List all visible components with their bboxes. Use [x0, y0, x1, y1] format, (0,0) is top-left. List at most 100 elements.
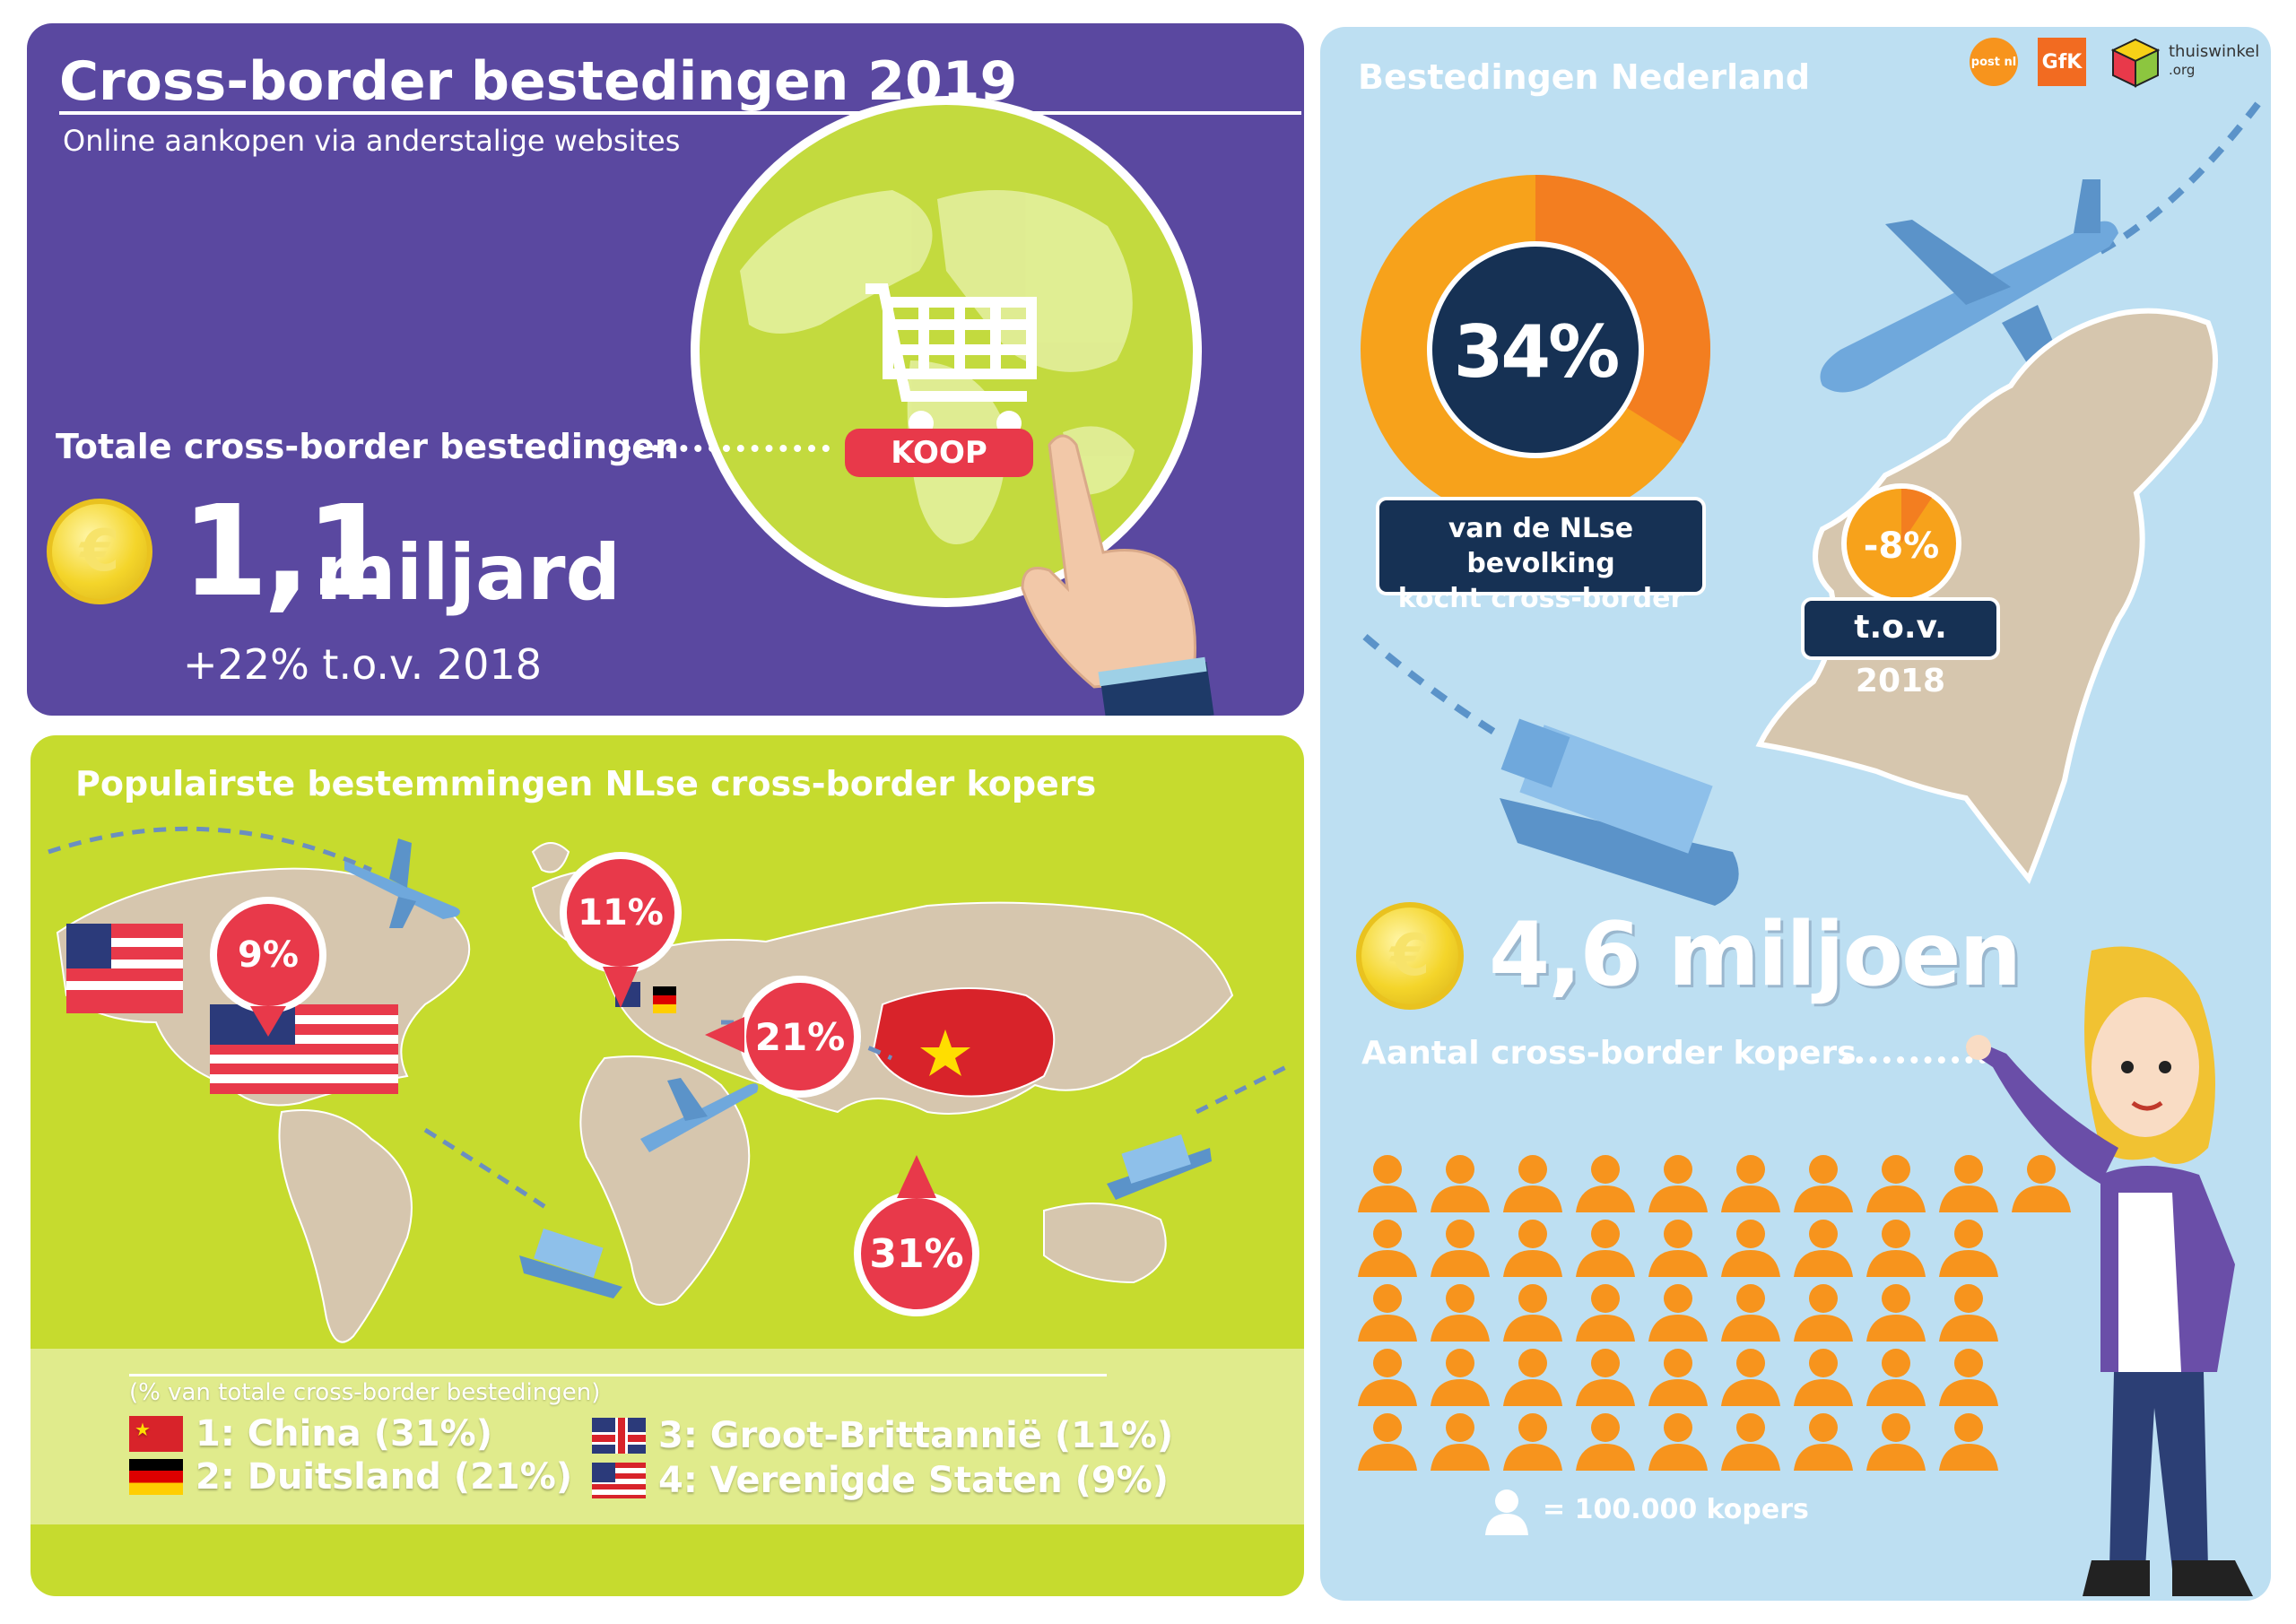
person-icon [1866, 1155, 1926, 1212]
person-icon [1721, 1284, 1780, 1342]
person-icon [1794, 1284, 1853, 1342]
person-icon [1648, 1349, 1708, 1406]
person-icon [1358, 1155, 1417, 1212]
koop-button[interactable]: KOOP [845, 429, 1033, 477]
panel-popular-destinations: Populairste bestemmingen NLse cross-bord… [30, 735, 1304, 1596]
usa-flag-icon [592, 1463, 646, 1498]
population-donut-chart [1361, 175, 1710, 525]
legend-item-label: 2: Duitsland (21%) [196, 1456, 573, 1498]
person-icon [1576, 1155, 1635, 1212]
person-icon [1431, 1220, 1490, 1277]
person-icon [1648, 1155, 1708, 1212]
person-icon [1939, 1284, 1998, 1342]
woman-pointing-illustration [1966, 946, 2253, 1596]
destinations-title: Populairste bestemmingen NLse cross-bord… [75, 764, 1097, 803]
panel-netherlands: Bestedingen Nederland post nl GfK thuisw… [1320, 27, 2271, 1601]
change-badge-circle [1841, 483, 1961, 604]
uk-flag-icon [592, 1418, 646, 1454]
change-value: -8% [1863, 525, 1940, 567]
person-icon [1576, 1349, 1635, 1406]
person-icon [1721, 1349, 1780, 1406]
legend-item-uk: 3: Groot-Brittannië (11%) [592, 1415, 1173, 1456]
euro-coin-icon: € [1356, 902, 1464, 1010]
legend-item-label: 3: Groot-Brittannië (11%) [658, 1415, 1174, 1456]
germany-map [653, 1004, 676, 1013]
total-spending-label: Totale cross-border bestedingen [56, 427, 680, 466]
person-icon [1431, 1155, 1490, 1212]
person-icon [1576, 1220, 1635, 1277]
person-icon [1503, 1284, 1562, 1342]
postnl-logo: post nl [1970, 38, 2018, 86]
legend-item-germany: 2: Duitsland (21%) [129, 1456, 572, 1498]
legend-divider [129, 1374, 1107, 1376]
person-icon [1358, 1284, 1417, 1342]
airplane-icon [640, 1078, 759, 1152]
person-icon [1721, 1155, 1780, 1212]
person-icon [2012, 1155, 2071, 1212]
icon-legend-text: = 100.000 kopers [1543, 1494, 1809, 1525]
person-icon [1794, 1155, 1853, 1212]
person-icon [1794, 1220, 1853, 1277]
person-icon [1648, 1220, 1708, 1277]
buyers-label: Aantal cross-border kopers [1361, 1035, 1857, 1072]
buyers-value: 4,6 miljoen [1489, 904, 2022, 1006]
person-icon [1794, 1349, 1853, 1406]
panel-cross-border-spending: Cross-border bestedingen 2019 Online aan… [27, 23, 1304, 716]
person-icon [1794, 1413, 1853, 1471]
person-icon [1721, 1413, 1780, 1471]
change-label: t.o.v. 2018 [1801, 597, 2000, 699]
alaska-flag-map [66, 924, 183, 1013]
person-icon [1503, 1349, 1562, 1406]
buyers-icon-grid [1356, 1153, 2163, 1530]
person-icon [1648, 1284, 1708, 1342]
thuiswinkel-logo-icon [2110, 38, 2161, 88]
person-icon [1866, 1349, 1926, 1406]
donut-value: 34% [1453, 310, 1620, 394]
ship-icon [519, 1229, 622, 1298]
china-flag-icon: ★ [129, 1416, 183, 1452]
legend-item-label: 1: China (31%) [196, 1413, 492, 1455]
hand-pointer-icon [1021, 434, 1214, 716]
legend-note: (% van totale cross-border bestedingen) [129, 1379, 601, 1406]
person-icon [1358, 1220, 1417, 1277]
person-icon [1503, 1413, 1562, 1471]
netherlands-title: Bestedingen Nederland [1358, 57, 1811, 97]
person-icon [1939, 1155, 1998, 1212]
person-icon [1431, 1284, 1490, 1342]
amount-unit: miljard [316, 528, 622, 618]
person-icon [1431, 1413, 1490, 1471]
legend-item-label: 4: Verenigde Staten (9%) [658, 1460, 1170, 1501]
china-map [872, 987, 1056, 1098]
airplane-icon [344, 838, 460, 928]
legend-band [30, 1349, 1304, 1524]
cart-icon [865, 283, 1037, 402]
subtitle: Online aankopen via anderstalige website… [63, 124, 681, 158]
gfk-logo: GfK [2038, 38, 2086, 86]
person-icon [1648, 1413, 1708, 1471]
star-icon [920, 1029, 970, 1076]
growth-text: +22% t.o.v. 2018 [183, 640, 542, 689]
person-icon [1358, 1413, 1417, 1471]
title-underline [59, 111, 1301, 115]
pin-uk-label: 11% [560, 852, 682, 974]
legend-item-china: ★ 1: China (31%) [129, 1413, 492, 1455]
person-icon [1576, 1413, 1635, 1471]
pin-usa-label: 9% [210, 897, 326, 1013]
ship-icon [1362, 633, 1739, 906]
person-icon [1721, 1220, 1780, 1277]
pin-china-label: 31% [854, 1191, 979, 1316]
ship-icon [1107, 1134, 1212, 1200]
person-icon [1431, 1349, 1490, 1406]
netherlands-map [1755, 308, 2218, 884]
person-icon [1866, 1413, 1926, 1471]
dotted-connector [623, 445, 830, 452]
person-icon [1939, 1220, 1998, 1277]
usa-flag-map [210, 1004, 398, 1094]
person-icon [1866, 1220, 1926, 1277]
thuiswinkel-logo-text: thuiswinkel .org [2169, 42, 2260, 78]
germany-flag-icon [129, 1459, 183, 1495]
person-icon [1939, 1413, 1998, 1471]
person-icon [1503, 1220, 1562, 1277]
amount-value: 1,1 [181, 479, 393, 625]
donut-caption: van de NLse bevolking kocht cross-border [1376, 497, 1706, 614]
